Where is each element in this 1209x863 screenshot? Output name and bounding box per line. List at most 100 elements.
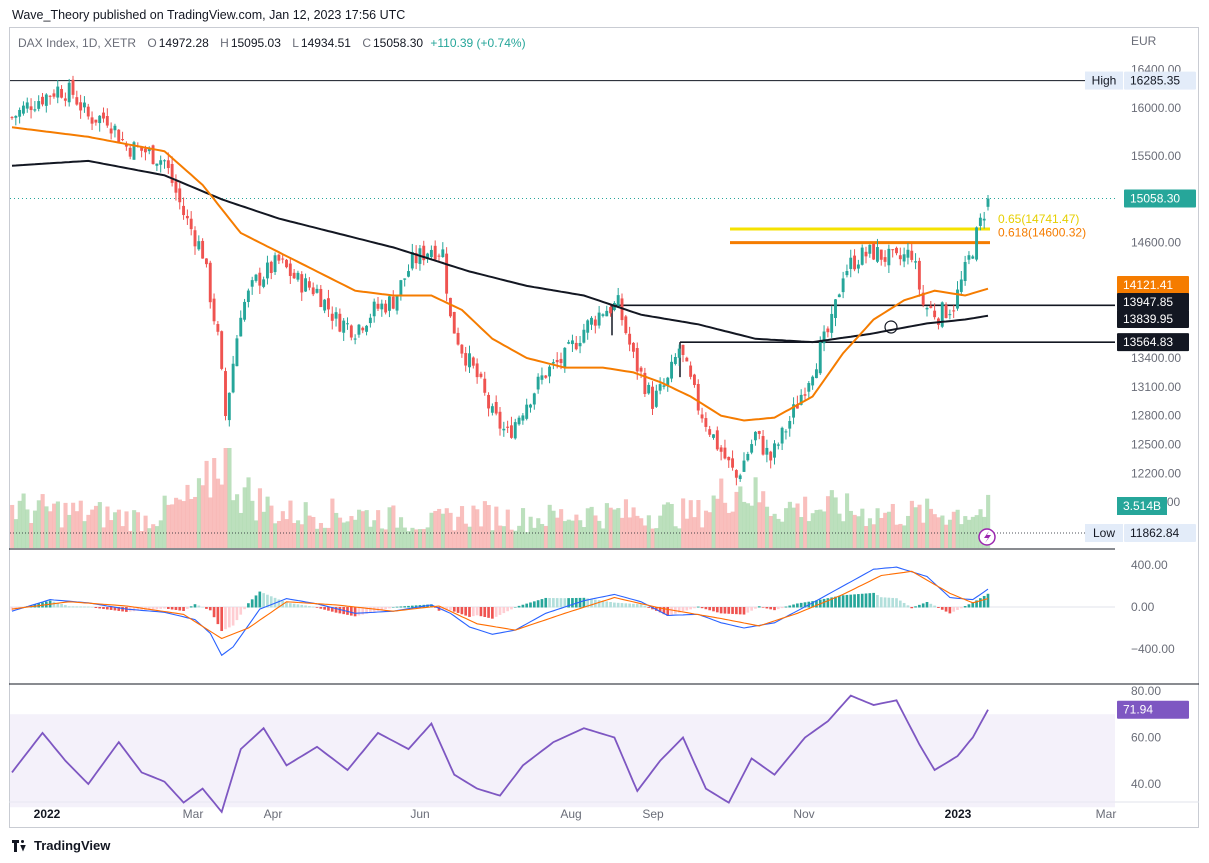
macd-histogram-bar: [689, 607, 692, 610]
candle-body: [490, 406, 494, 413]
volume-bar: [947, 519, 953, 548]
macd-histogram-bar: [94, 607, 98, 608]
high-price-tag-caption: High: [1092, 74, 1117, 88]
macd-histogram-bar: [963, 606, 967, 608]
macd-histogram-bar: [860, 593, 864, 608]
macd-histogram-bar: [559, 598, 563, 608]
brand-name[interactable]: TradingView: [34, 838, 111, 853]
price-axis-tick: 13400.00: [1131, 351, 1181, 365]
volume-bar: [433, 510, 438, 548]
candle-body: [544, 375, 548, 378]
candle-body: [372, 301, 376, 317]
candle-body: [673, 357, 677, 364]
candle-body: [140, 147, 144, 151]
candle-body: [384, 303, 388, 313]
price-axis-tick: 12200.00: [1131, 466, 1181, 480]
volume-bar: [456, 516, 461, 548]
macd-histogram-bar: [182, 607, 185, 611]
candle-body: [567, 342, 571, 344]
macd-histogram-bar: [227, 607, 231, 628]
volume-bar: [650, 528, 655, 548]
macd-histogram-bar: [773, 607, 776, 611]
candle-body: [830, 313, 834, 333]
macd-histogram-bar: [609, 601, 612, 608]
candle-body: [536, 376, 540, 390]
volume-bar: [967, 519, 972, 548]
volume-bar: [459, 506, 465, 548]
candle-body: [437, 255, 441, 257]
volume-bar: [684, 518, 690, 548]
volume-bar: [379, 528, 385, 548]
volume-bar: [174, 497, 179, 548]
macd-histogram-bar: [712, 607, 715, 612]
macd-histogram-bar: [605, 601, 609, 608]
volume-bar: [67, 514, 72, 548]
macd-histogram-bar: [380, 607, 384, 611]
candle-body: [647, 384, 651, 394]
macd-histogram-bar: [479, 607, 483, 617]
candle-body: [33, 109, 37, 111]
macd-histogram-bar: [414, 605, 418, 608]
macd-histogram-bar: [52, 601, 56, 608]
volume-bar: [784, 508, 789, 548]
candle-body: [246, 290, 250, 303]
tradingview-logo-icon: [12, 839, 28, 852]
volume-bar: [74, 511, 80, 548]
candle-body: [532, 393, 536, 405]
macd-histogram-bar: [79, 606, 82, 608]
symbol-name[interactable]: DAX Index, 1D, XETR: [18, 36, 137, 50]
candle-body: [29, 106, 33, 111]
candle-body: [113, 125, 117, 131]
candle-body: [102, 112, 105, 119]
candle-body: [494, 401, 498, 414]
candle-body: [353, 338, 357, 340]
candle-body: [643, 372, 647, 395]
candle-body: [734, 470, 738, 478]
candle-body: [98, 115, 102, 124]
macd-histogram-bar: [330, 607, 334, 612]
candle-body: [414, 252, 418, 264]
macd-histogram-bar: [170, 607, 174, 610]
volume-bar: [906, 515, 911, 548]
candle-body: [37, 101, 41, 109]
macd-histogram-bar: [277, 599, 281, 608]
volume-bar: [204, 460, 209, 548]
time-axis-tick: Nov: [793, 807, 814, 821]
candle-body: [597, 312, 601, 326]
candle-body: [182, 205, 186, 216]
candle-body: [986, 198, 990, 207]
volume-bar: [524, 532, 529, 548]
volume-bar: [749, 505, 754, 548]
macd-histogram-bar: [471, 607, 475, 617]
volume-bar: [799, 517, 804, 548]
volume-bar: [479, 526, 484, 548]
candle-body: [346, 323, 349, 325]
macd-histogram-bar: [56, 602, 60, 608]
volume-bar: [677, 528, 682, 548]
volume-bar: [654, 528, 659, 548]
candle-body: [929, 306, 933, 308]
volume-bar: [978, 509, 983, 548]
volume-bar: [349, 516, 354, 548]
volume-bar: [25, 509, 30, 548]
candle-body: [441, 249, 445, 258]
candle-body: [395, 294, 399, 311]
candle-body: [509, 425, 513, 438]
candle-body: [445, 253, 449, 294]
volume-bar: [120, 526, 125, 548]
macd-histogram-bar: [929, 603, 933, 608]
volume-bar: [867, 518, 873, 548]
candle-body: [399, 280, 403, 297]
candle-body: [452, 311, 456, 334]
macd-histogram-bar: [430, 604, 433, 608]
volume-bar: [886, 511, 892, 548]
macd-histogram-bar: [952, 607, 956, 612]
volume-bar: [368, 526, 373, 548]
macd-histogram-bar: [746, 607, 750, 613]
candle-body: [468, 353, 471, 368]
candle-body: [185, 215, 189, 219]
candle-body: [746, 453, 750, 461]
macd-histogram-bar: [643, 605, 647, 608]
candle-body: [90, 117, 94, 124]
